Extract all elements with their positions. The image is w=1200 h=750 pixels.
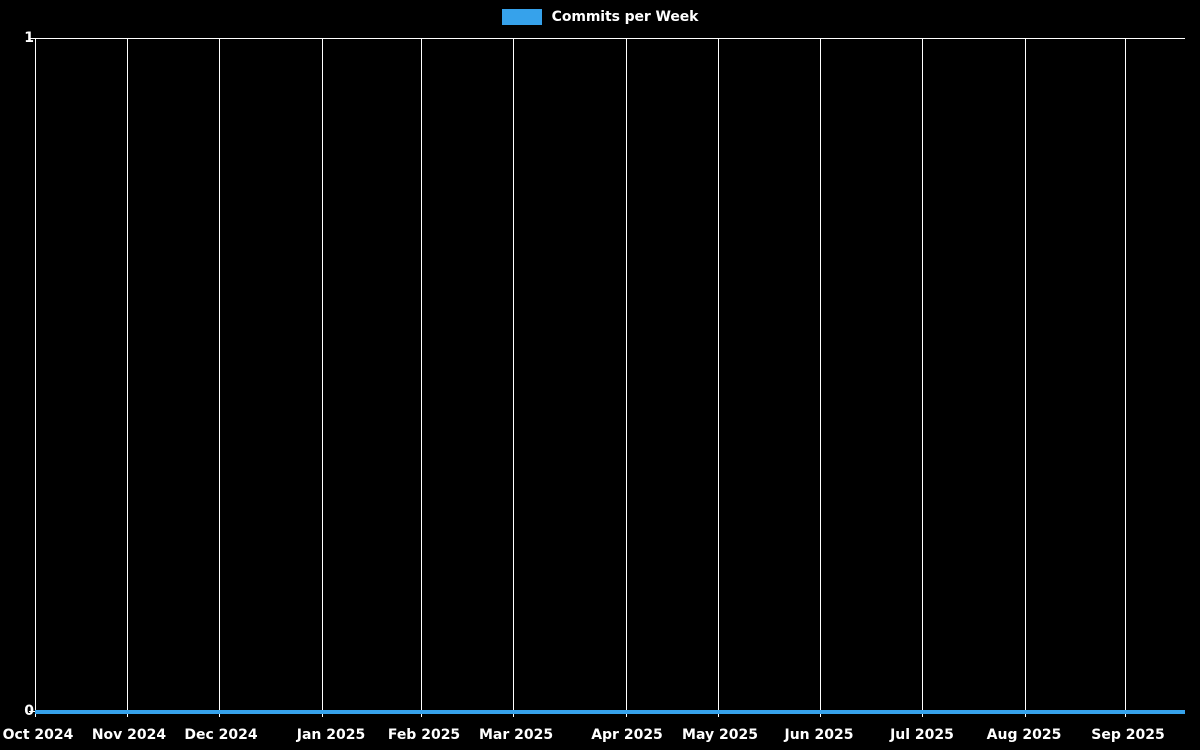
x-axis-label-mar-2025: Mar 2025 xyxy=(478,727,554,743)
x-axis-tick-mark-oct-2024 xyxy=(35,711,36,717)
plot-area xyxy=(35,38,1185,711)
gridline-vertical-sep-2025 xyxy=(1125,38,1126,711)
gridline-vertical-feb-2025 xyxy=(421,38,422,711)
gridline-vertical-jun-2025 xyxy=(820,38,821,711)
x-axis-label-feb-2025: Feb 2025 xyxy=(387,727,461,743)
x-axis-label-may-2025: May 2025 xyxy=(682,727,758,743)
x-axis-tick-mark-jan-2025 xyxy=(322,711,323,717)
x-axis-tick-mark-apr-2025 xyxy=(626,711,627,717)
gridline-vertical-jul-2025 xyxy=(922,38,923,711)
x-axis-tick-mark-aug-2025 xyxy=(1025,711,1026,717)
x-axis-label-jan-2025: Jan 2025 xyxy=(296,727,366,743)
x-axis-tick-mark-feb-2025 xyxy=(421,711,422,717)
x-axis-label-aug-2025: Aug 2025 xyxy=(986,727,1062,743)
x-axis-tick-mark-jun-2025 xyxy=(820,711,821,717)
series-line-commits-per-week xyxy=(35,710,1185,714)
x-axis-label-dec-2024: Dec 2024 xyxy=(184,727,258,743)
legend-color-swatch-icon xyxy=(501,9,542,25)
y-axis-line xyxy=(35,38,36,712)
gridline-vertical-may-2025 xyxy=(718,38,719,711)
y-axis-tick-mark-top xyxy=(29,38,35,39)
x-axis-tick-mark-dec-2024 xyxy=(219,711,220,717)
x-axis-tick-mark-mar-2025 xyxy=(513,711,514,717)
x-axis-label-oct-2024: Oct 2024 xyxy=(2,727,74,743)
x-axis-label-apr-2025: Apr 2025 xyxy=(591,727,663,743)
gridline-vertical-apr-2025 xyxy=(626,38,627,711)
x-axis-label-jun-2025: Jun 2025 xyxy=(784,727,854,743)
gridline-vertical-dec-2024 xyxy=(219,38,220,711)
x-axis-label-sep-2025: Sep 2025 xyxy=(1091,727,1165,743)
gridline-vertical-aug-2025 xyxy=(1025,38,1026,711)
x-axis-tick-mark-sep-2025 xyxy=(1125,711,1126,717)
legend-item-commits-per-week[interactable]: Commits per Week xyxy=(501,9,699,25)
gridline-vertical-nov-2024 xyxy=(127,38,128,711)
legend-item-label: Commits per Week xyxy=(551,9,699,25)
x-axis-tick-mark-jul-2025 xyxy=(922,711,923,717)
gridline-vertical-mar-2025 xyxy=(513,38,514,711)
gridline-horizontal-1 xyxy=(35,38,1185,39)
x-axis-tick-mark-may-2025 xyxy=(718,711,719,717)
x-axis-label-jul-2025: Jul 2025 xyxy=(890,727,954,743)
x-axis-tick-mark-nov-2024 xyxy=(127,711,128,717)
gridline-vertical-jan-2025 xyxy=(322,38,323,711)
x-axis-label-nov-2024: Nov 2024 xyxy=(91,727,167,743)
chart-legend: Commits per Week xyxy=(0,0,1200,34)
y-axis-tick-mark-bottom xyxy=(29,711,35,712)
